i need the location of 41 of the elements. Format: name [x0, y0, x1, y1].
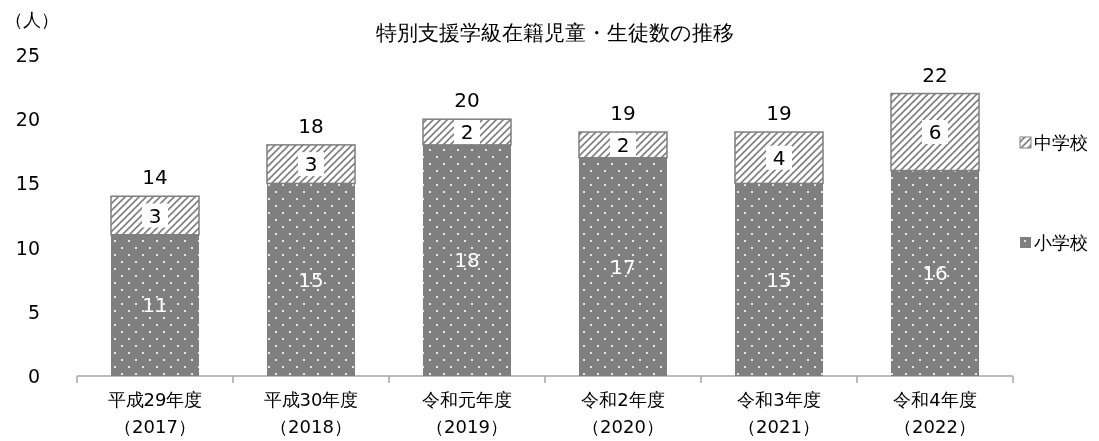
bar	[735, 183, 823, 376]
y-tick-label: 0	[27, 365, 40, 387]
total-label: 22	[922, 62, 948, 87]
data-label: 15	[298, 267, 324, 292]
bar	[579, 157, 667, 376]
data-label: 6	[928, 120, 942, 145]
x-tick-label: 平成29年度（2017）	[106, 388, 204, 439]
y-tick-label: 20	[15, 108, 40, 131]
data-label: 3	[304, 152, 318, 177]
y-tick-label: 25	[15, 44, 40, 66]
total-label: 14	[142, 165, 168, 190]
total-label: 20	[454, 88, 480, 113]
data-label: 2	[460, 120, 474, 145]
data-label: 11	[142, 293, 168, 318]
x-tick-label: 令和3年度（2021）	[736, 388, 822, 439]
data-label: 2	[616, 132, 630, 157]
legend-label: 小学校	[1034, 232, 1088, 253]
x-tick-label: 令和2年度（2020）	[580, 388, 666, 439]
bar	[267, 183, 355, 376]
total-label: 19	[610, 101, 636, 126]
bar	[111, 234, 199, 376]
bar	[891, 170, 979, 376]
data-label: 16	[922, 261, 948, 286]
legend-label: 中学校	[1034, 132, 1088, 153]
x-tick-label: 令和4年度（2022）	[892, 388, 978, 439]
total-label: 19	[766, 101, 792, 126]
data-label: 17	[610, 254, 636, 279]
x-tick-label: 令和元年度（2019）	[421, 388, 513, 439]
data-label: 4	[772, 145, 786, 170]
y-axis-title: （人）	[5, 9, 59, 30]
data-label: 15	[766, 267, 792, 292]
chart-title: 特別支援学級在籍児童・生徒数の推移	[376, 21, 734, 45]
total-label: 18	[298, 113, 324, 138]
x-tick-label: 平成30年度（2018）	[262, 388, 360, 439]
bar	[423, 144, 511, 376]
y-tick-label: 15	[15, 172, 40, 195]
data-label: 18	[454, 248, 480, 273]
y-tick-label: 5	[27, 300, 40, 323]
y-tick-label: 10	[15, 236, 40, 259]
data-label: 3	[148, 203, 162, 228]
bar	[890, 92, 980, 172]
